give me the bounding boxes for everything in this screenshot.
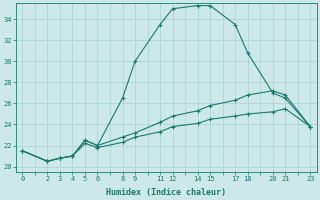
X-axis label: Humidex (Indice chaleur): Humidex (Indice chaleur) [106, 188, 226, 197]
